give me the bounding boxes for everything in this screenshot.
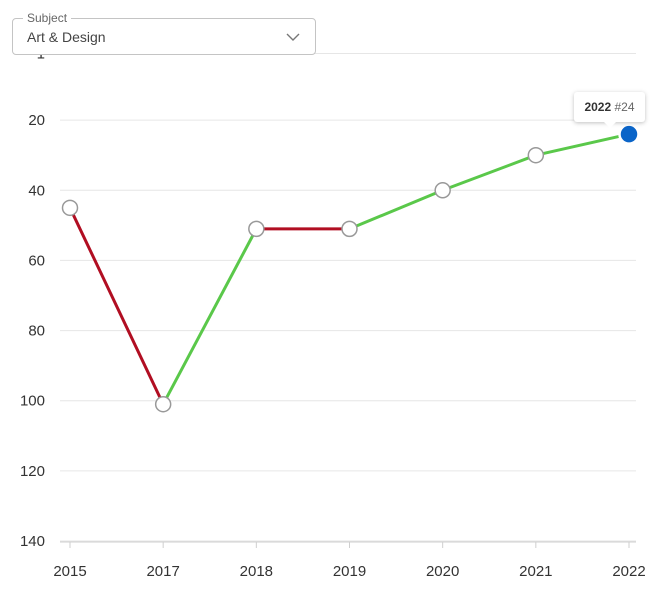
y-tick-label: 40 xyxy=(28,182,45,199)
y-tick-label: 80 xyxy=(28,323,45,340)
x-tick-label: 2017 xyxy=(146,563,179,580)
x-tick-label: 2019 xyxy=(333,563,366,580)
chevron-down-icon[interactable] xyxy=(285,29,301,45)
y-tick-label: 100 xyxy=(20,393,45,410)
highlighted-data-point[interactable] xyxy=(618,123,640,145)
tooltip-arrow xyxy=(603,122,616,128)
grid xyxy=(60,53,636,542)
tooltip-rank: #24 xyxy=(614,100,635,114)
line-segment xyxy=(161,227,258,406)
data-point[interactable] xyxy=(341,220,358,238)
data-point[interactable] xyxy=(61,199,79,217)
series-line xyxy=(68,132,631,406)
tooltip-year: 2022 xyxy=(584,100,612,114)
subject-select[interactable]: Subject Art & Design xyxy=(12,11,316,55)
y-tick-label: 140 xyxy=(20,533,45,550)
subject-legend: Subject xyxy=(23,11,72,25)
data-point[interactable] xyxy=(154,395,172,413)
line-segment xyxy=(441,153,538,192)
axes: 1204060801001201402015201720182019202020… xyxy=(20,46,646,581)
data-point[interactable] xyxy=(527,146,545,164)
line-segment xyxy=(348,188,445,231)
y-tick-label: 60 xyxy=(28,252,45,269)
line-segment xyxy=(68,206,165,406)
x-tick-label: 2018 xyxy=(240,563,273,580)
data-point[interactable] xyxy=(434,182,451,199)
x-tick-label: 2020 xyxy=(426,563,459,580)
line-segment xyxy=(534,132,631,157)
y-tick-label: 120 xyxy=(20,463,45,480)
point-tooltip: 2022 #24 xyxy=(574,92,645,128)
subject-value: Art & Design xyxy=(27,29,106,45)
series-points xyxy=(61,123,640,413)
x-tick-label: 2021 xyxy=(519,563,552,580)
x-tick-label: 2022 xyxy=(612,563,645,580)
data-point[interactable] xyxy=(248,220,265,238)
x-tick-label: 2015 xyxy=(53,563,86,580)
y-tick-label: 20 xyxy=(28,112,45,129)
